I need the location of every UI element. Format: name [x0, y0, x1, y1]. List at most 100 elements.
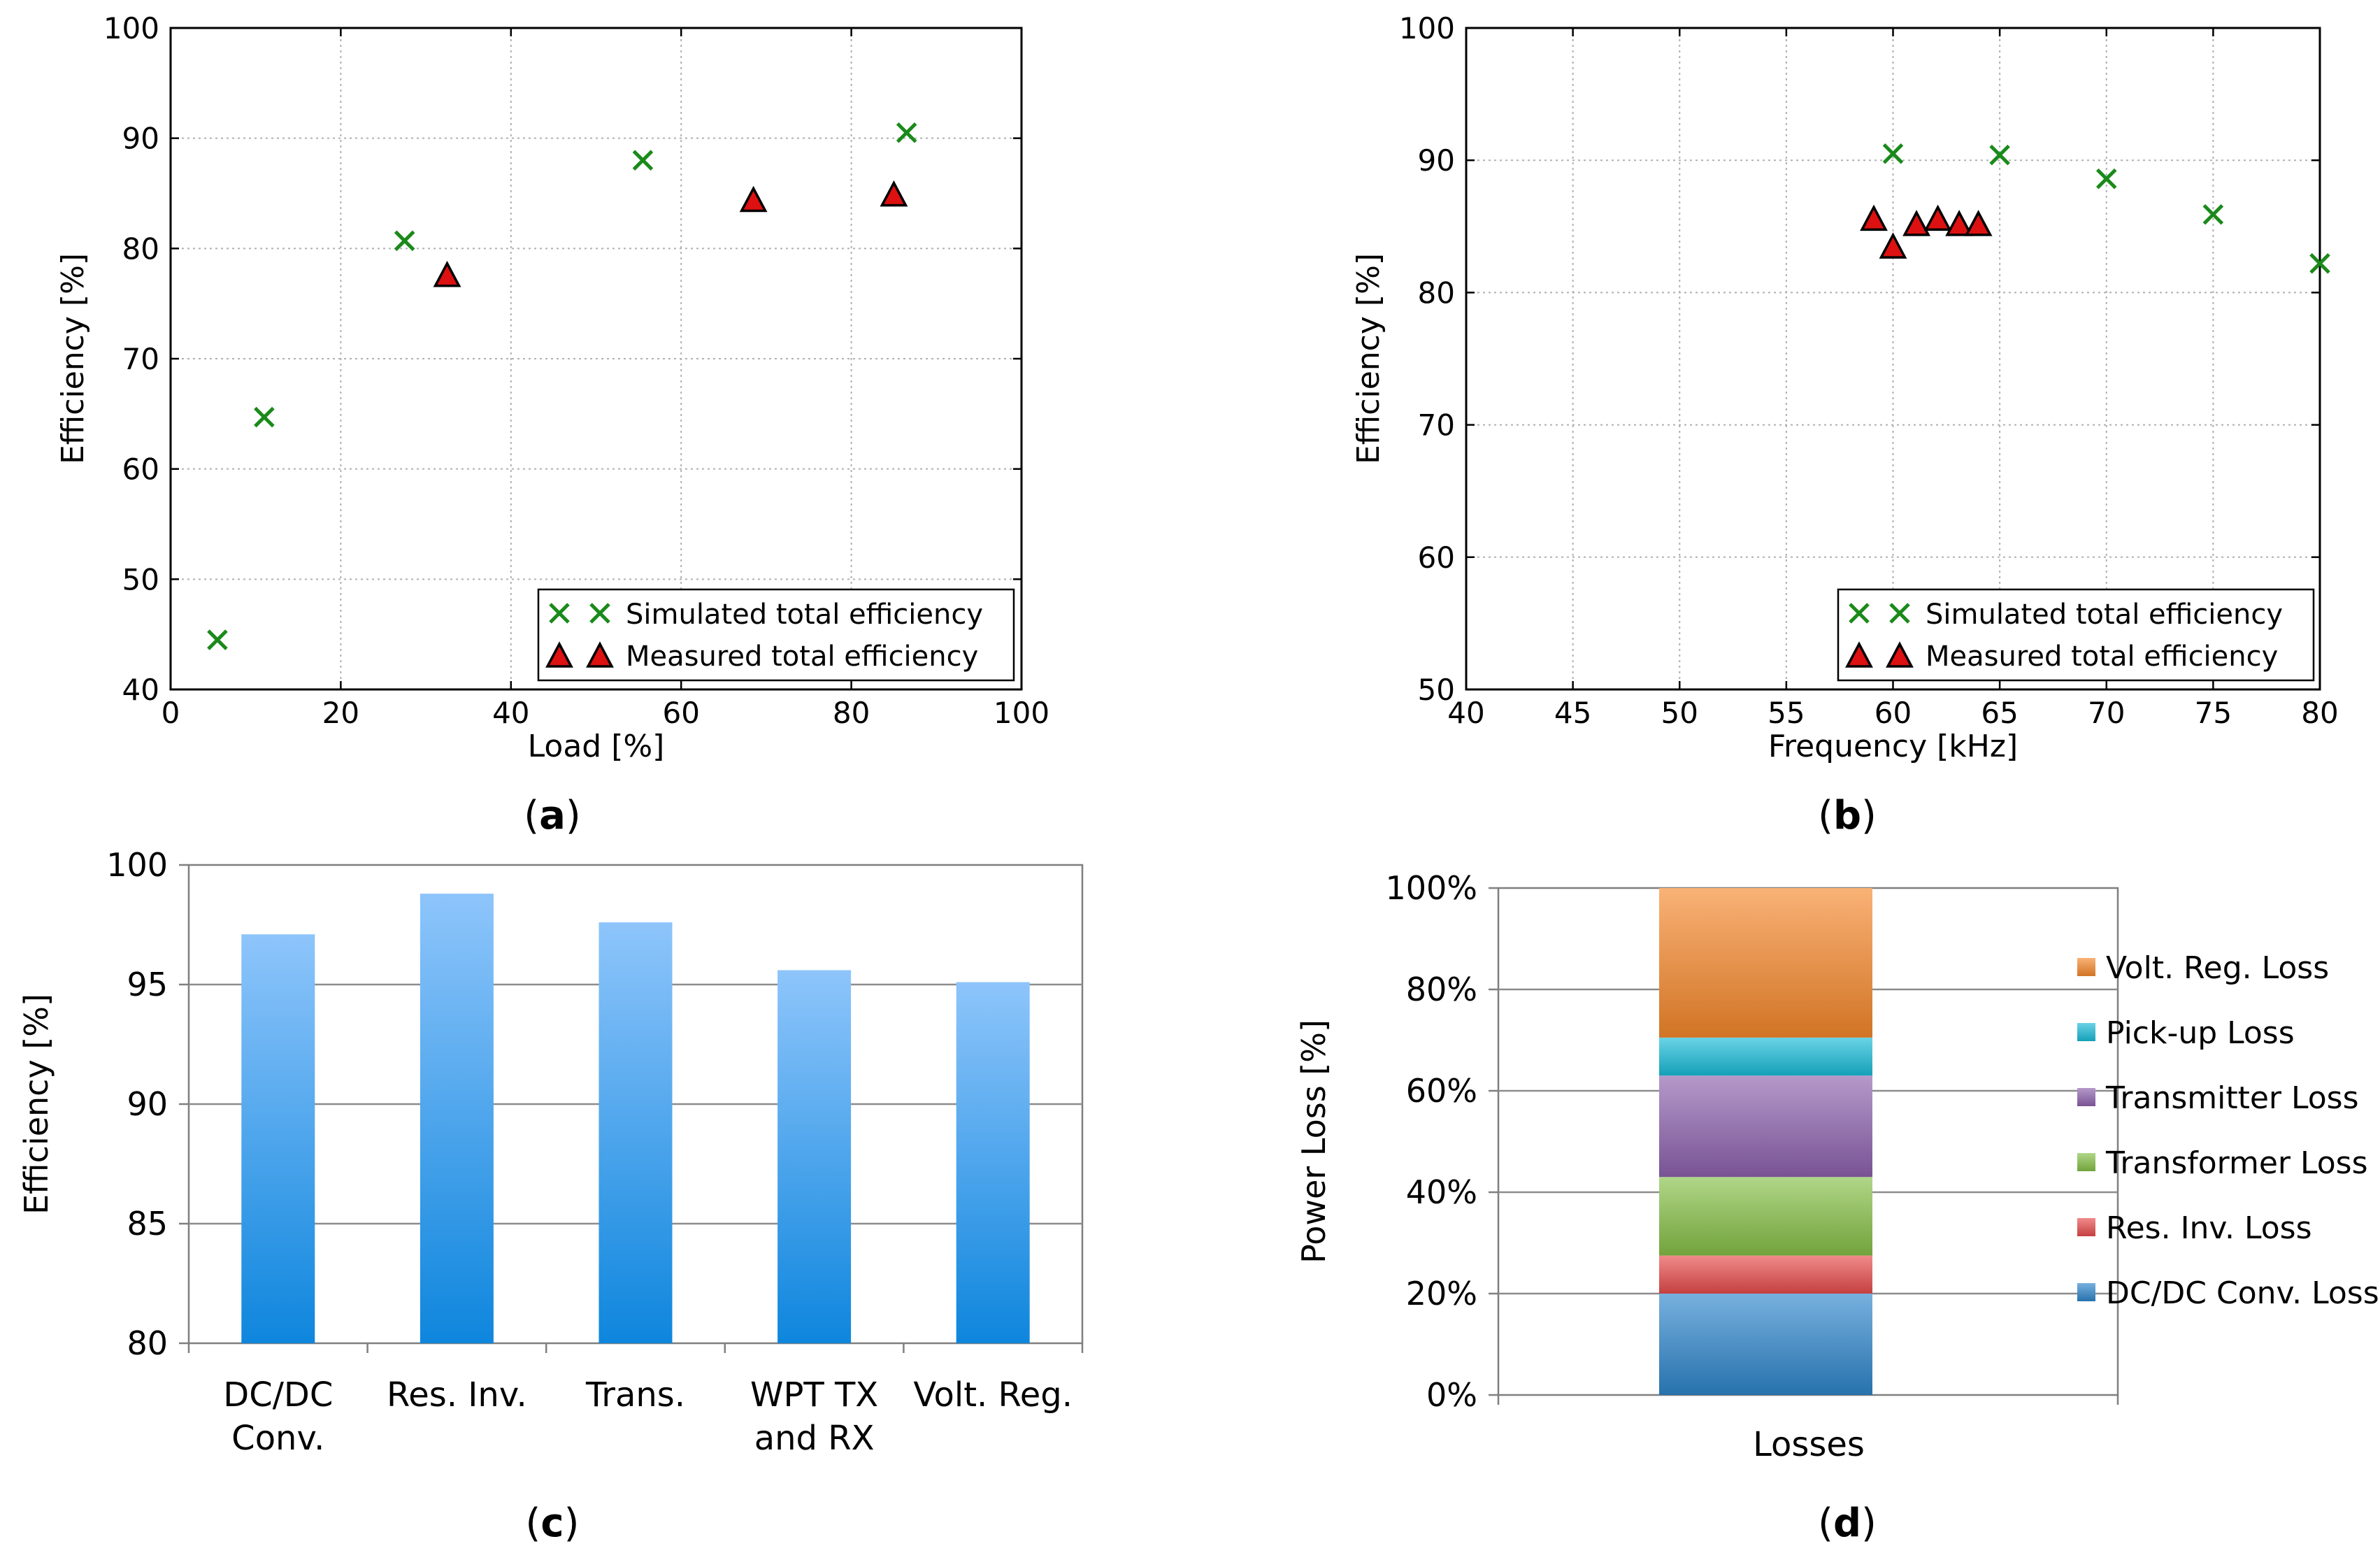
panel-label: (d) — [1818, 1501, 1877, 1546]
data-point-simulated — [1882, 143, 1904, 164]
x-axis-title: Load [%] — [528, 729, 665, 764]
stack-segment — [1659, 1037, 1872, 1076]
bar — [241, 934, 315, 1343]
y-tick-label: 20% — [1406, 1275, 1477, 1312]
data-point-measured — [433, 261, 461, 287]
y-axis-title: Efficiency [%] — [1351, 253, 1386, 464]
stack-segment — [1659, 1075, 1872, 1178]
stack-segment — [1659, 1294, 1872, 1395]
y-tick-label: 80 — [122, 231, 159, 266]
legend-label: Measured total efficiency — [1926, 641, 2278, 673]
y-tick-label: 70 — [122, 342, 159, 376]
y-tick-label: 85 — [127, 1205, 168, 1243]
legend-label: Pick-up Loss — [2106, 1015, 2295, 1051]
legend-swatch — [2077, 1088, 2095, 1106]
stacked-panel-d: 0% 20% 40% 60% 80% 100% Losses Power Loss [%] Vo… — [1295, 869, 2379, 1546]
stack-segment — [1659, 888, 1872, 1038]
stack-segment — [1659, 1177, 1872, 1256]
legend-label: Simulated total efficiency — [626, 599, 983, 631]
bar — [777, 970, 852, 1343]
y-tick-label: 100 — [103, 11, 159, 45]
stack-segment — [1659, 1255, 1872, 1294]
y-axis-title: Efficiency [%] — [55, 253, 91, 464]
data-point-measured — [1945, 210, 1974, 236]
y-tick-label: 50 — [122, 562, 159, 596]
y-axis-title: Efficiency [%] — [17, 994, 55, 1215]
y-tick-label: 90 — [122, 122, 159, 156]
x-category-label: and RX — [754, 1419, 875, 1458]
legend-marker-simulated — [1889, 603, 1910, 624]
x-tick-label: 55 — [1768, 696, 1805, 730]
y-tick-label: 100 — [106, 846, 168, 884]
data-point-measured — [1879, 232, 1907, 259]
legend-swatch — [2077, 1023, 2095, 1041]
data-point-measured — [1860, 204, 1888, 231]
x-category-label: DC/DC — [223, 1375, 333, 1415]
x-tick-label: 100 — [994, 696, 1049, 730]
y-tick-label: 80 — [127, 1324, 168, 1362]
y-tick-label: 60 — [122, 452, 159, 487]
x-tick-label: 40 — [1447, 696, 1484, 730]
y-tick-label: 40 — [122, 673, 159, 707]
y-tick-label: 70 — [1418, 408, 1455, 443]
y-tick-label: 90 — [1418, 143, 1455, 178]
data-point-simulated — [2095, 168, 2117, 189]
data-point-simulated — [254, 406, 275, 428]
y-tick-label: 0% — [1426, 1376, 1477, 1414]
x-tick-label: 60 — [1874, 696, 1912, 730]
bar-panel-c: 80 85 90 95 100 DC/DC Conv. Res. Inv. Trans. WPT … — [17, 846, 1084, 1546]
data-point-simulated — [632, 150, 654, 171]
legend-box — [1837, 588, 2315, 682]
legend-marker-measured — [545, 641, 573, 668]
data-point-measured — [739, 185, 768, 213]
x-axis-title: Frequency [kHz] — [1768, 729, 2018, 764]
y-tick-label: 50 — [1418, 673, 1455, 707]
x-category-label: Conv. — [231, 1419, 324, 1458]
data-point-simulated — [207, 629, 228, 650]
x-tick-label: 60 — [662, 696, 699, 730]
data-point-measured — [1902, 210, 1930, 236]
data-point-simulated — [2202, 204, 2224, 225]
data-point-measured — [880, 180, 908, 207]
x-tick-label: 80 — [2301, 696, 2338, 730]
y-tick-label: 80 — [1418, 275, 1455, 310]
x-category-label: Trans. — [585, 1375, 685, 1415]
x-tick-label: 50 — [1661, 696, 1698, 730]
x-tick-label: 80 — [833, 696, 870, 730]
legend-label: Res. Inv. Loss — [2106, 1210, 2312, 1246]
scatter-panel-a: 0 20 40 60 80 100 40 50 60 70 80 90 100 Load [%] Effic… — [55, 11, 1049, 838]
legend-label: Transmitter Loss — [2105, 1080, 2359, 1116]
y-tick-label: 60% — [1406, 1072, 1477, 1110]
legend-marker-measured — [1886, 641, 1914, 668]
y-tick-label: 100% — [1385, 869, 1477, 907]
legend-label: Simulated total efficiency — [1926, 599, 2283, 631]
y-tick-label: 40% — [1406, 1173, 1477, 1211]
data-point-simulated — [1989, 144, 2010, 166]
y-tick-label: 95 — [127, 966, 168, 1003]
bar — [420, 894, 494, 1343]
data-point-simulated — [2309, 253, 2330, 274]
legend-marker-simulated — [549, 603, 570, 624]
y-tick-label: 60 — [1418, 541, 1455, 575]
legend-marker-simulated — [1849, 603, 1870, 624]
y-tick-label: 80% — [1406, 971, 1477, 1008]
x-category-label: Losses — [1753, 1425, 1865, 1464]
data-point-measured — [1964, 210, 1993, 236]
x-tick-label: 45 — [1554, 696, 1591, 730]
x-category-label: WPT TX — [750, 1375, 878, 1415]
scatter-panel-b: 40 45 50 55 60 65 70 75 80 50 60 70 80 90 100 Frequency… — [1351, 11, 2339, 838]
x-category-label: Volt. Reg. — [913, 1375, 1073, 1415]
legend-label: Volt. Reg. Loss — [2106, 950, 2329, 986]
legend-swatch — [2077, 1218, 2095, 1236]
legend-label: Transformer Loss — [2105, 1145, 2368, 1181]
legend-label: Measured total efficiency — [626, 641, 978, 673]
panel-label: (a) — [524, 793, 581, 838]
data-point-simulated — [394, 230, 415, 252]
legend-swatch — [2077, 1283, 2095, 1301]
legend-swatch — [2077, 1153, 2095, 1171]
y-tick-label: 90 — [127, 1085, 168, 1123]
legend-box — [537, 588, 1015, 682]
y-axis-title: Power Loss [%] — [1295, 1019, 1333, 1264]
legend-marker-measured — [586, 641, 614, 668]
